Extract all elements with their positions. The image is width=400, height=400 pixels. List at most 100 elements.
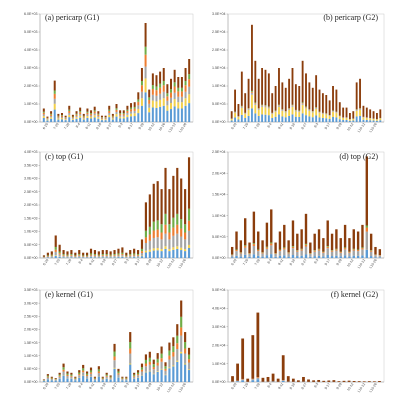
bar-segment	[321, 93, 324, 113]
bar-segment	[184, 249, 187, 252]
bar-stack	[71, 114, 74, 122]
bar-segment	[129, 254, 132, 256]
x-tick-label: 7-28	[63, 122, 70, 130]
bar-segment	[257, 78, 260, 109]
bar-segment	[156, 353, 159, 359]
bar-segment	[317, 250, 321, 256]
bar-segment	[86, 255, 89, 257]
bar-segment	[271, 93, 274, 113]
bar-segment	[264, 105, 267, 107]
bar-segment	[151, 88, 154, 95]
bar-segment	[311, 117, 314, 122]
bar-segment	[86, 374, 89, 377]
x-tick-label: 6-20	[230, 122, 237, 130]
bar-segment	[140, 98, 143, 106]
bar-segment	[164, 213, 167, 225]
bar-stack	[362, 105, 365, 122]
bar-segment	[230, 111, 233, 119]
bar-segment	[46, 374, 49, 376]
x-tick-label: 9-17	[134, 382, 141, 390]
bar-segment	[177, 96, 180, 103]
bar-stack	[338, 102, 341, 122]
bar-stack	[274, 242, 277, 258]
bar-segment	[337, 381, 341, 382]
bar-segment	[79, 111, 82, 113]
bar-segment	[117, 373, 120, 375]
bar-segment	[121, 378, 124, 380]
bar-segment	[283, 248, 286, 250]
y-tick-label: 3.0E+03	[24, 66, 38, 70]
bar-segment	[79, 112, 82, 114]
bar-segment	[86, 111, 89, 113]
bar-segment	[144, 54, 147, 67]
bar-segment	[173, 82, 176, 87]
bar-segment	[330, 251, 334, 257]
bar-segment	[264, 69, 267, 106]
bar-segment	[274, 242, 277, 254]
bar-segment	[345, 107, 348, 118]
bar-segment	[74, 378, 77, 380]
bar-segment	[348, 119, 351, 121]
bar-segment	[122, 113, 125, 115]
bar-segment	[64, 117, 67, 119]
bar-segment	[148, 251, 151, 258]
bar-segment	[111, 117, 114, 119]
bar-stack	[256, 312, 260, 382]
bar-stack	[376, 113, 378, 122]
bar-segment	[148, 370, 151, 372]
x-tick-label: L10-12	[357, 122, 366, 133]
bar-segment	[148, 234, 151, 241]
bar-segment	[335, 117, 338, 122]
bar-segment	[251, 335, 255, 379]
bar-stack	[75, 111, 78, 122]
bar-segment	[89, 376, 93, 382]
bar-segment	[108, 117, 111, 122]
bar-segment	[302, 376, 305, 382]
bar-segment	[113, 367, 116, 369]
bar-segment	[113, 250, 116, 255]
bar-segment	[50, 113, 53, 115]
bar-segment	[162, 98, 165, 106]
bar-segment	[125, 256, 128, 258]
bar-segment	[311, 87, 314, 112]
bar-segment	[70, 255, 73, 256]
bar-segment	[184, 105, 187, 122]
bar-segment	[264, 106, 267, 108]
bar-segment	[86, 378, 89, 382]
bar-stack	[177, 77, 180, 122]
bar-segment	[291, 254, 295, 258]
bar-segment	[365, 107, 368, 118]
bar-segment	[170, 102, 173, 110]
bar-segment	[74, 256, 77, 258]
bar-segment	[374, 246, 377, 255]
x-tick-label: 9-17	[127, 122, 134, 130]
bar-stack	[121, 376, 124, 382]
bar-segment	[271, 113, 274, 114]
bar-segment	[287, 256, 290, 258]
bar-segment	[274, 111, 277, 112]
bar-segment	[62, 369, 65, 372]
bar-segment	[261, 253, 264, 257]
bar-segment	[184, 232, 187, 240]
bar-segment	[82, 364, 85, 369]
x-tick-label: L10-12	[166, 382, 175, 393]
bar-stack	[173, 69, 176, 122]
x-tick-label: 6-20	[230, 382, 237, 390]
bar-segment	[136, 254, 140, 256]
bar-segment	[276, 378, 280, 382]
bar-segment	[159, 83, 162, 88]
bar-segment	[105, 255, 108, 256]
bar-segment	[86, 117, 89, 122]
bar-segment	[140, 367, 144, 370]
bar-segment	[125, 252, 128, 256]
bar-stack	[248, 242, 251, 258]
bar-segment	[241, 338, 245, 379]
bar-segment	[104, 119, 107, 121]
bar-segment	[136, 370, 140, 373]
bar-segment	[348, 238, 351, 252]
bar-segment	[101, 377, 104, 379]
bar-segment	[109, 377, 112, 379]
bar-segment	[46, 257, 49, 258]
bar-segment	[86, 256, 89, 257]
bar-segment	[304, 244, 308, 247]
